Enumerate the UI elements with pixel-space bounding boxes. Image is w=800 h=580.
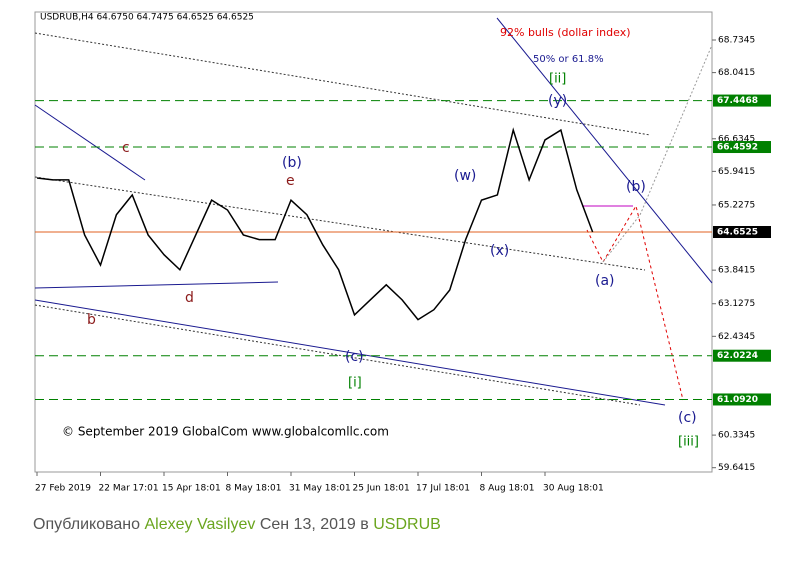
wave-label: (c) [678, 410, 697, 426]
level-line-box [713, 94, 771, 107]
footer-date: Сен 13, 2019 в [259, 516, 369, 533]
wave-label: c [122, 140, 130, 156]
y-tick-label: 65.2275 [718, 200, 755, 210]
x-tick-label: 15 Apr 18:01 [162, 484, 221, 494]
plot-frame [34, 11, 713, 473]
wave-label: e [286, 173, 295, 189]
y-tick-label: 66.6345 [718, 134, 755, 144]
wave-label: [ii] [549, 72, 566, 87]
level-line-box [713, 349, 771, 362]
trendline [496, 17, 713, 284]
wave-label: (c) [345, 349, 364, 365]
wave-label: [i] [348, 376, 362, 391]
x-tick-label: 27 Feb 2019 [35, 484, 91, 494]
footer-prefix: Опубликовано [33, 516, 141, 533]
level-line-box [713, 393, 771, 406]
x-tick-label: 17 Jul 18:01 [416, 484, 470, 494]
wave-label: (b) [282, 155, 302, 171]
y-tick-label: 62.4345 [718, 332, 755, 342]
wave-label: (a) [595, 273, 615, 289]
trendline [34, 299, 666, 406]
trendline [34, 281, 279, 289]
chart: USDRUB,H4 64.6750 64.7475 64.6525 64.652… [34, 11, 771, 494]
wave-label: (b) [626, 179, 646, 195]
last-price-box [713, 226, 771, 239]
price-line [36, 127, 594, 321]
trendline [34, 104, 146, 181]
wave-label: b [87, 312, 96, 328]
wave-label: [iii] [678, 435, 699, 450]
level-line-label: 67.4468 [717, 96, 758, 106]
footer: Опубликовано Alexey Vasilyev Сен 13, 201… [33, 516, 441, 534]
chart-title: USDRUB,H4 64.6750 64.7475 64.6525 64.652… [40, 13, 254, 23]
wave-label: 92% bulls (dollar index) [500, 26, 631, 39]
y-tick-label: 59.6415 [718, 463, 755, 473]
drawings [34, 17, 713, 406]
projection [586, 204, 684, 401]
x-tick-label: 30 Aug 18:01 [543, 484, 604, 494]
wave-label: (w) [454, 168, 476, 184]
level-line-label: 66.4592 [717, 143, 758, 153]
wave-label: (x) [490, 243, 509, 259]
y-tick-label: 68.0415 [718, 68, 755, 78]
y-tick-label: 60.3345 [718, 431, 755, 441]
y-tick-label: 63.1275 [718, 299, 755, 309]
trendline [34, 176, 646, 271]
x-tick-label: 31 May 18:01 [289, 484, 351, 494]
x-tick-label: 8 Aug 18:01 [480, 484, 535, 494]
y-tick-label: 65.9415 [718, 167, 755, 177]
wave-label: d [185, 290, 194, 306]
y-tick-label: 68.7345 [718, 36, 755, 46]
symbol-link[interactable]: USDRUB [373, 516, 441, 533]
x-tick-label: 8 May 18:01 [226, 484, 282, 494]
level-line-box [713, 141, 771, 154]
last-price-label: 64.6525 [717, 228, 758, 238]
wave-label: (y) [548, 93, 567, 109]
wave-label: © September 2019 GlobalCom www.globalcom… [62, 425, 389, 439]
wave-label: 50% or 61.8% [533, 54, 604, 65]
y-tick-label: 63.8415 [718, 266, 755, 276]
level-line-label: 62.0224 [717, 351, 758, 361]
x-tick-label: 25 Jun 18:01 [353, 484, 410, 494]
x-tick-label: 22 Mar 17:01 [99, 484, 159, 494]
level-line-label: 61.0920 [717, 395, 758, 405]
author-link[interactable]: Alexey Vasilyev [144, 516, 256, 533]
